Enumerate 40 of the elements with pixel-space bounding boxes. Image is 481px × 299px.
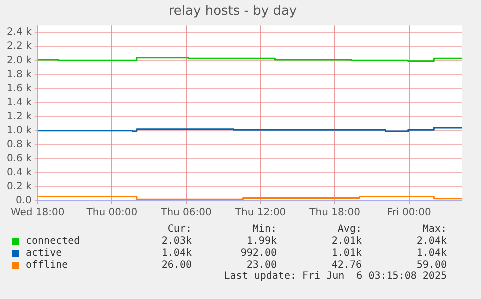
text: Min:: [252, 224, 277, 235]
y-tick-label: 0.0: [16, 196, 32, 207]
text: 1.04k: [416, 248, 447, 259]
legend-label: offline: [26, 260, 68, 271]
y-tick-label: 2.2 k: [7, 41, 32, 52]
x-tick-label: Thu 00:00: [86, 208, 138, 219]
text: Cur:: [166, 224, 192, 235]
y-tick-label: 0.4 k: [7, 168, 32, 179]
text: 2.04k: [416, 236, 447, 247]
y-tick-label: 1.6 k: [7, 83, 32, 94]
text: 59.00: [416, 260, 447, 271]
x-tick-label: Wed 18:00: [10, 208, 65, 219]
x-tick-label: Thu 18:00: [308, 208, 360, 219]
text: 2.03k: [160, 236, 192, 247]
x-tick-label: Thu 12:00: [234, 208, 286, 219]
text: Max:: [422, 224, 447, 235]
legend-label: active: [26, 248, 62, 259]
y-tick-label: 1.8 k: [7, 69, 32, 80]
legend-label: connected: [26, 236, 80, 247]
y-tick-label: 2.4 k: [7, 27, 32, 38]
y-tick-label: 1.2 k: [7, 111, 32, 122]
text: 1.99k: [246, 236, 277, 247]
text: 1.04k: [160, 248, 192, 259]
text: Last update: Fri Jun 6 03:15:08 2025: [223, 271, 448, 282]
text: Avg:: [336, 224, 362, 235]
text: 23.00: [246, 260, 277, 271]
y-tick-label: 1.4 k: [7, 97, 32, 108]
y-tick-label: 2.0 k: [7, 55, 32, 66]
text: 2.01k: [330, 236, 362, 247]
y-tick-label: 0.6 k: [7, 154, 32, 164]
x-tick-label: Fri 00:00: [387, 208, 432, 219]
text: 42.76: [330, 260, 362, 271]
text: 26.00: [160, 260, 192, 271]
x-tick-label: Thu 06:00: [160, 208, 212, 219]
text: 1.01k: [330, 248, 362, 259]
chart-title: relay hosts - by day: [168, 4, 298, 20]
y-tick-label: 0.8 k: [7, 139, 32, 150]
text: 992.00: [240, 248, 277, 259]
y-tick-label: 0.2 k: [7, 182, 32, 193]
y-tick-label: 1.0 k: [7, 125, 32, 136]
